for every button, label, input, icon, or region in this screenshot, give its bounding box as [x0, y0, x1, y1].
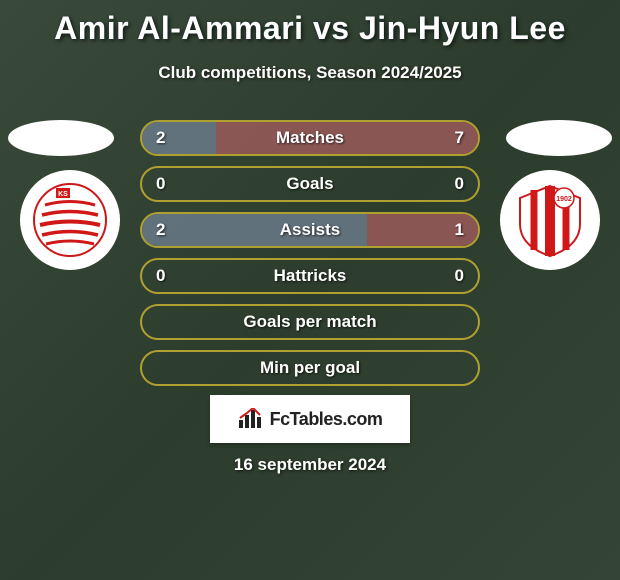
comparison-title: Amir Al-Ammari vs Jin-Hyun Lee	[0, 0, 620, 47]
brand-logo-box: FcTables.com	[210, 395, 410, 443]
stat-value-left: 2	[156, 220, 165, 240]
stat-row: Min per goal	[140, 350, 480, 386]
player-left-flag	[8, 120, 114, 156]
stat-value-right: 1	[455, 220, 464, 240]
stat-label: Assists	[280, 220, 340, 240]
player-right-flag	[506, 120, 612, 156]
stat-value-right: 0	[455, 266, 464, 286]
club-left-badge-icon: KS	[30, 180, 110, 260]
svg-text:KS: KS	[58, 191, 68, 198]
footer-date: 16 september 2024	[0, 455, 620, 475]
comparison-subtitle: Club competitions, Season 2024/2025	[0, 63, 620, 83]
stat-label: Goals	[286, 174, 333, 194]
stat-label: Min per goal	[260, 358, 360, 378]
stat-value-left: 2	[156, 128, 165, 148]
svg-text:1902: 1902	[556, 196, 572, 203]
stat-value-right: 0	[455, 174, 464, 194]
stat-label: Goals per match	[243, 312, 376, 332]
club-left-badge: KS	[20, 170, 120, 270]
stat-row: 0 Goals 0	[140, 166, 480, 202]
club-right-badge: 1902	[500, 170, 600, 270]
stat-row: 0 Hattricks 0	[140, 258, 480, 294]
stat-row: Goals per match	[140, 304, 480, 340]
stat-value-left: 0	[156, 174, 165, 194]
club-right-badge-icon: 1902	[510, 180, 590, 260]
stat-label: Matches	[276, 128, 344, 148]
stat-fill-right	[216, 122, 478, 154]
stat-value-right: 7	[455, 128, 464, 148]
stat-row: 2 Assists 1	[140, 212, 480, 248]
brand-name: FcTables.com	[270, 409, 383, 430]
brand-chart-icon	[238, 408, 266, 430]
stat-value-left: 0	[156, 266, 165, 286]
stat-fill-left	[142, 122, 216, 154]
stat-label: Hattricks	[274, 266, 347, 286]
stats-container: 2 Matches 7 0 Goals 0 2 Assists 1 0 Hattricks 0 Goal…	[140, 120, 480, 396]
stat-row: 2 Matches 7	[140, 120, 480, 156]
